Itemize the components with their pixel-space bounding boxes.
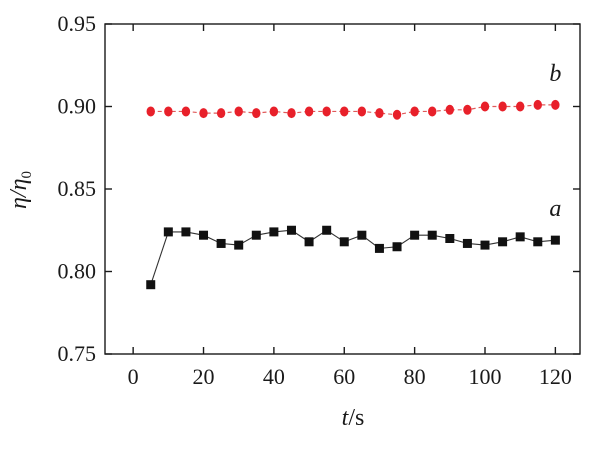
data-point xyxy=(533,99,542,110)
series-layer xyxy=(146,99,560,290)
x-tick-label: 0 xyxy=(128,364,139,389)
y-tick-label: 0.80 xyxy=(58,259,97,284)
data-point xyxy=(146,280,156,290)
data-point xyxy=(427,230,437,240)
x-tick-label: 120 xyxy=(539,364,572,389)
series-label-a: a xyxy=(549,196,561,222)
data-point xyxy=(287,108,296,119)
data-point xyxy=(428,106,437,117)
data-point xyxy=(234,240,244,250)
x-axis-title: t/s xyxy=(342,405,365,431)
data-point xyxy=(445,104,455,115)
data-point xyxy=(480,101,490,112)
data-point xyxy=(164,106,173,117)
data-point xyxy=(252,108,261,119)
data-point xyxy=(199,230,209,240)
data-point xyxy=(515,232,525,242)
series-b xyxy=(146,99,560,120)
x-tick-label: 100 xyxy=(469,364,502,389)
data-point xyxy=(445,234,455,243)
data-point xyxy=(216,238,226,248)
x-tick-label: 40 xyxy=(263,364,285,389)
series-labels: ba xyxy=(549,61,561,222)
data-point xyxy=(533,237,543,247)
data-point xyxy=(146,106,155,117)
data-point xyxy=(392,109,402,120)
data-point xyxy=(410,106,419,117)
y-axis-title-main: η/η xyxy=(6,179,32,209)
data-point xyxy=(374,243,384,253)
y-tick-label: 0.90 xyxy=(58,94,97,119)
y-tick-label: 0.75 xyxy=(58,341,97,366)
plot-frame xyxy=(104,23,581,355)
data-point xyxy=(375,108,384,119)
y-axis-title-subscript: 0 xyxy=(19,171,35,179)
data-point xyxy=(357,106,367,117)
data-point xyxy=(340,106,349,117)
x-tick-label: 80 xyxy=(404,364,426,389)
x-tick-label: 20 xyxy=(193,364,215,389)
x-axis-title-unit: /s xyxy=(348,405,364,431)
data-point xyxy=(463,104,472,115)
series-line-a xyxy=(150,229,556,285)
data-point xyxy=(322,225,332,235)
data-point xyxy=(410,230,420,240)
data-point xyxy=(462,238,472,248)
data-point xyxy=(498,101,507,112)
data-point xyxy=(480,240,490,250)
data-point xyxy=(199,108,208,119)
y-axis-ticks: 0.75 0.80 0.85 0.90 0.95 xyxy=(58,11,580,366)
data-point xyxy=(322,106,331,117)
data-point xyxy=(269,227,279,237)
data-point xyxy=(163,227,173,237)
data-point xyxy=(357,230,367,240)
data-point xyxy=(304,106,314,117)
series-line-b xyxy=(150,104,556,116)
data-point xyxy=(551,99,560,110)
data-point xyxy=(251,230,261,240)
x-tick-label: 60 xyxy=(333,364,355,389)
data-point xyxy=(234,106,243,117)
data-point xyxy=(515,101,525,112)
data-point xyxy=(286,225,296,235)
data-point xyxy=(339,237,349,247)
data-point xyxy=(181,106,191,117)
series-a xyxy=(146,225,560,290)
y-tick-label: 0.85 xyxy=(58,176,97,201)
data-point xyxy=(269,106,279,117)
y-tick-label: 0.95 xyxy=(58,11,97,36)
y-axis-title: η/η0 xyxy=(6,171,35,209)
data-point xyxy=(392,242,402,252)
series-label-b: b xyxy=(549,61,561,87)
x-axis-title-variable: t xyxy=(342,405,350,431)
data-point xyxy=(304,237,314,247)
data-point xyxy=(550,235,560,245)
data-point xyxy=(181,227,191,237)
data-point xyxy=(498,237,508,247)
data-point xyxy=(216,108,226,119)
x-axis-ticks: 0 20 40 60 80 100 120 xyxy=(128,24,572,389)
